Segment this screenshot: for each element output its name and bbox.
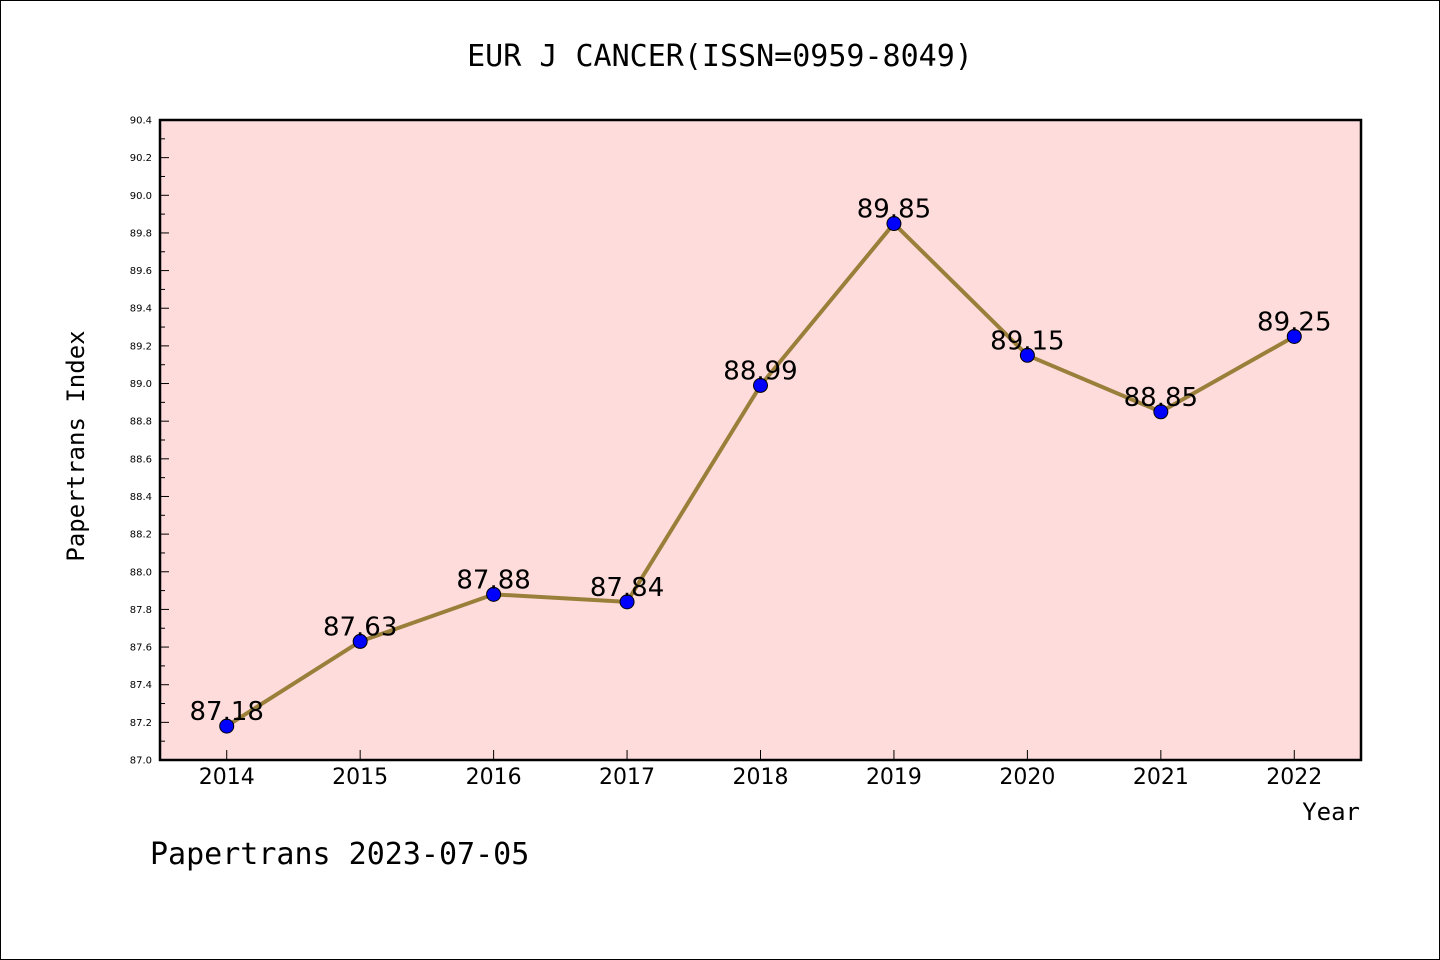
y-tick-label: 89.8 [130,228,152,239]
footer-text: Papertrans 2023-07-05 [150,837,529,872]
y-tick-label: 90.2 [130,153,152,164]
data-label: 89.15 [990,326,1064,356]
x-tick-label: 2017 [599,765,655,790]
data-point [352,633,368,649]
x-tick-label: 2020 [999,765,1055,790]
y-tick-label: 88.0 [130,567,152,578]
data-point [1153,404,1169,420]
x-tick-label: 2021 [1133,765,1189,790]
y-tick-label: 88.4 [130,492,152,503]
x-tick-label: 2016 [466,765,522,790]
data-label: 88.85 [1124,383,1198,413]
y-tick-label: 89.6 [130,266,152,277]
x-axis: 2014 2015 2016 2017 2018 2019 2020 2021 2022 [199,750,1322,790]
y-tick-label: 89.0 [130,379,152,390]
y-tick-label: 88.6 [130,454,152,465]
data-point [1286,328,1302,344]
x-tick-label: 2014 [199,765,255,790]
y-tick-label: 88.2 [130,530,152,541]
x-axis-label: Year [1302,798,1360,826]
y-tick-label: 88.8 [130,417,152,428]
data-label: 89.25 [1257,307,1331,337]
y-tick-label: 90.0 [130,191,152,202]
y-tick-label: 87.4 [130,680,152,691]
data-point [886,216,902,232]
y-tick-label: 87.6 [130,643,152,654]
chart-title: EUR J CANCER(ISSN=0959-8049) [467,39,973,74]
data-label: 87.63 [323,612,397,642]
y-tick-label: 90.4 [130,116,152,127]
y-axis: 87.0 87.2 87.4 87.6 87.8 88.0 88.2 88.4 88.6 88.8… [130,116,169,767]
y-axis-label: Papertrans Index [62,330,90,561]
plot-area [158,118,1363,762]
data-label: 87.18 [190,697,264,727]
data-point [486,586,502,602]
x-tick-label: 2015 [332,765,388,790]
y-tick-label: 89.2 [130,341,152,352]
data-label: 87.88 [456,565,530,595]
y-tick-label: 87.0 [130,756,152,767]
data-point [219,718,235,734]
y-tick-label: 89.4 [130,304,152,315]
x-tick-label: 2019 [866,765,922,790]
y-tick-label: 87.8 [130,605,152,616]
series-papertrans-index [219,216,1302,734]
data-labels: 87.18 87.63 87.88 87.84 88.99 89.85 89.15 88.85… [190,195,1332,728]
data-point [753,377,768,393]
data-label: 89.85 [857,195,931,225]
y-tick-label: 87.2 [130,718,152,729]
data-label: 87.84 [590,573,664,603]
x-tick-label: 2018 [733,765,789,790]
data-point [1019,347,1035,363]
data-label: 88.99 [723,356,797,386]
x-tick-label: 2022 [1266,765,1322,790]
data-point [619,594,635,610]
